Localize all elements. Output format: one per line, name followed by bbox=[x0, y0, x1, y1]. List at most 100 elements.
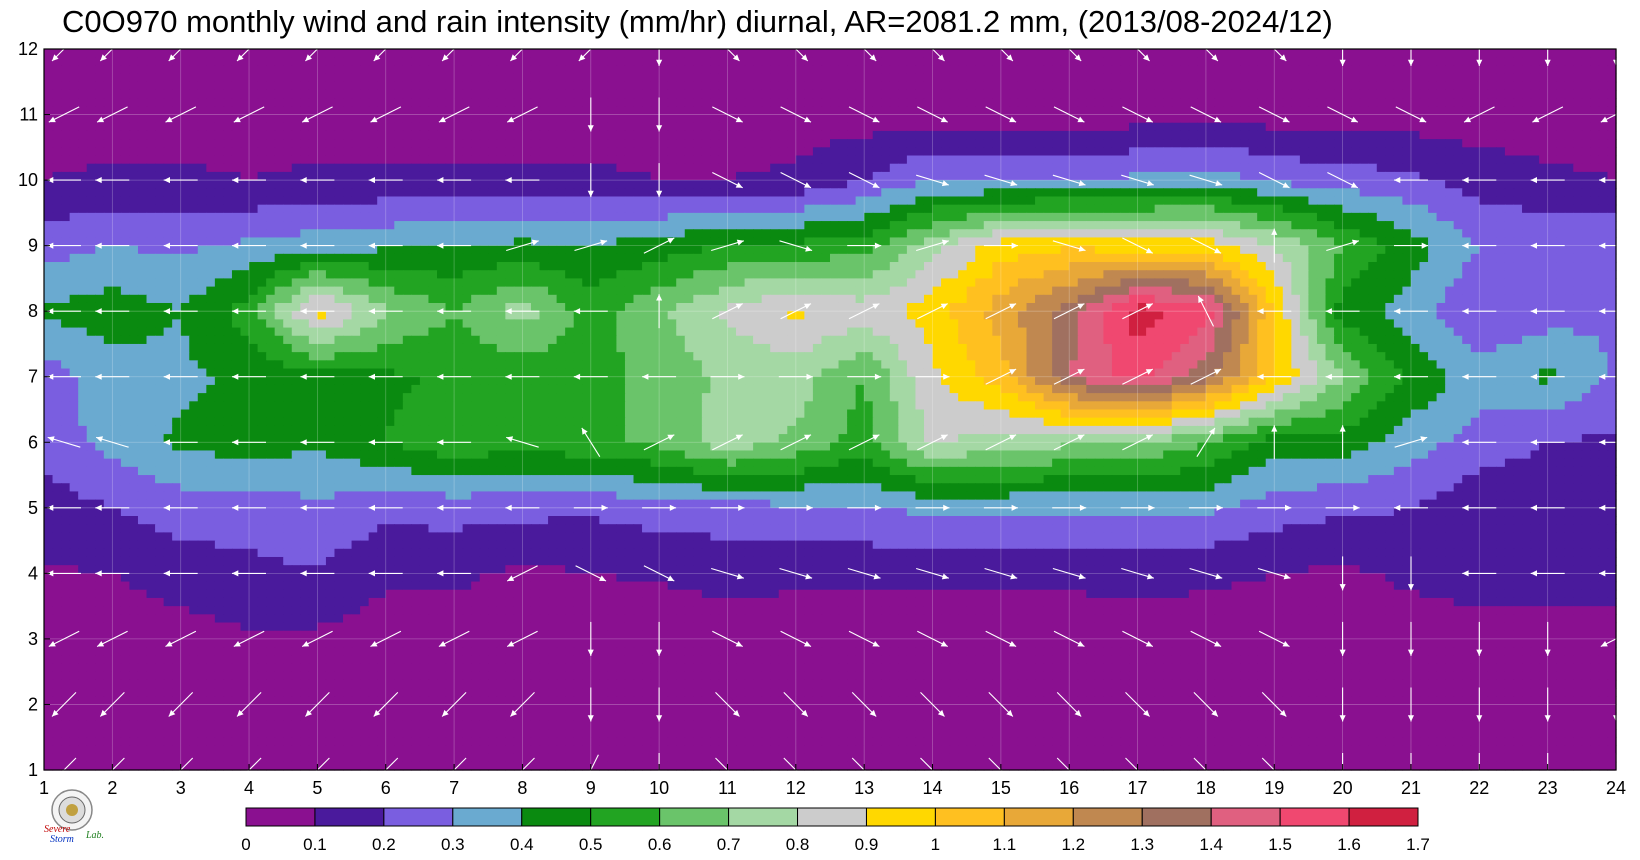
heatmap-cell bbox=[983, 114, 993, 124]
heatmap-cell bbox=[240, 65, 250, 75]
heatmap-cell bbox=[966, 114, 976, 124]
heatmap-cell bbox=[1043, 245, 1053, 255]
heatmap-cell bbox=[684, 163, 694, 173]
heatmap-cell bbox=[1171, 73, 1181, 83]
heatmap-cell bbox=[1248, 253, 1258, 263]
heatmap-cell bbox=[69, 229, 79, 239]
heatmap-cell bbox=[1077, 237, 1087, 247]
heatmap-cell bbox=[872, 196, 882, 206]
heatmap-cell bbox=[69, 212, 79, 222]
heatmap-cell bbox=[1325, 171, 1335, 181]
heatmap-cell bbox=[197, 188, 207, 198]
heatmap-cell bbox=[1487, 221, 1497, 230]
heatmap-cell bbox=[710, 196, 720, 206]
heatmap-cell bbox=[958, 81, 968, 91]
heatmap-cell bbox=[428, 73, 438, 83]
heatmap-cell bbox=[1496, 221, 1506, 230]
heatmap-cell bbox=[505, 245, 515, 255]
heatmap-cell bbox=[1000, 57, 1011, 66]
heatmap-cell bbox=[1385, 188, 1395, 198]
heatmap-cell bbox=[1316, 65, 1327, 75]
heatmap-cell bbox=[1539, 106, 1549, 116]
heatmap-cell bbox=[78, 253, 88, 263]
heatmap-cell bbox=[1077, 188, 1087, 198]
heatmap-cell bbox=[1274, 237, 1284, 247]
heatmap-cell bbox=[1171, 89, 1181, 99]
heatmap-cell bbox=[351, 262, 361, 271]
heatmap-cell bbox=[274, 57, 284, 66]
heatmap-cell bbox=[334, 73, 344, 83]
heatmap-cell bbox=[112, 188, 122, 198]
heatmap-cell bbox=[607, 98, 618, 107]
heatmap-cell bbox=[1607, 237, 1617, 247]
heatmap-cell bbox=[505, 130, 515, 140]
heatmap-cell bbox=[189, 49, 199, 58]
heatmap-cell bbox=[1436, 245, 1446, 255]
heatmap-cell bbox=[1590, 196, 1600, 206]
heatmap-cell bbox=[1282, 57, 1292, 66]
heatmap-cell bbox=[1419, 65, 1429, 75]
heatmap-cell bbox=[180, 245, 190, 255]
heatmap-cell bbox=[642, 89, 652, 99]
heatmap-cell bbox=[650, 98, 660, 107]
heatmap-cell bbox=[129, 204, 139, 214]
heatmap-cell bbox=[1052, 114, 1062, 124]
heatmap-cell bbox=[573, 81, 583, 91]
heatmap-cell bbox=[1607, 163, 1617, 173]
heatmap-cell bbox=[573, 171, 583, 181]
heatmap-cell bbox=[607, 196, 618, 206]
heatmap-cell bbox=[385, 237, 395, 247]
heatmap-cell bbox=[1111, 188, 1122, 198]
heatmap-cell bbox=[1299, 188, 1310, 198]
heatmap-cell bbox=[1111, 106, 1122, 116]
heatmap-cell bbox=[419, 229, 430, 239]
heatmap-cell bbox=[1564, 98, 1574, 107]
heatmap-cell bbox=[1462, 81, 1472, 91]
heatmap-cell bbox=[787, 98, 797, 107]
heatmap-cell bbox=[1402, 188, 1412, 198]
heatmap-cell bbox=[770, 106, 780, 116]
heatmap-cell bbox=[471, 147, 481, 157]
heatmap-cell bbox=[838, 147, 848, 157]
heatmap-cell bbox=[1462, 237, 1472, 247]
heatmap-cell bbox=[1086, 155, 1096, 165]
heatmap-cell bbox=[343, 204, 353, 214]
heatmap-cell bbox=[1000, 212, 1011, 222]
heatmap-cell bbox=[633, 245, 643, 255]
heatmap-cell bbox=[1248, 262, 1258, 271]
heatmap-cell bbox=[787, 171, 797, 181]
heatmap-cell bbox=[923, 245, 934, 255]
heatmap-cell bbox=[684, 147, 694, 157]
heatmap-cell bbox=[1000, 65, 1011, 75]
heatmap-cell bbox=[69, 73, 79, 83]
heatmap-cell bbox=[565, 196, 575, 206]
heatmap-cell bbox=[1487, 180, 1497, 189]
heatmap-cell bbox=[1180, 49, 1190, 58]
heatmap-cell bbox=[402, 196, 412, 206]
heatmap-cell bbox=[1111, 89, 1122, 99]
heatmap-cell bbox=[821, 130, 831, 140]
heatmap-cell bbox=[1556, 114, 1566, 124]
heatmap-cell bbox=[163, 65, 173, 75]
heatmap-cell bbox=[291, 196, 301, 206]
heatmap-cell bbox=[522, 122, 532, 132]
heatmap-cell bbox=[795, 212, 805, 222]
heatmap-cell bbox=[710, 171, 720, 181]
heatmap-cell bbox=[300, 196, 310, 206]
heatmap-cell bbox=[1530, 65, 1540, 75]
heatmap-cell bbox=[1462, 49, 1472, 58]
heatmap-cell bbox=[624, 262, 635, 271]
heatmap-cell bbox=[155, 245, 165, 255]
heatmap-cell bbox=[61, 237, 71, 247]
heatmap-cell bbox=[496, 188, 506, 198]
heatmap-cell bbox=[1504, 106, 1515, 116]
heatmap-cell bbox=[180, 196, 190, 206]
heatmap-cell bbox=[642, 106, 652, 116]
heatmap-cell bbox=[941, 57, 951, 66]
heatmap-cell bbox=[548, 57, 558, 66]
heatmap-cell bbox=[1069, 262, 1079, 271]
heatmap-cell bbox=[496, 196, 506, 206]
heatmap-cell bbox=[274, 106, 284, 116]
heatmap-cell bbox=[642, 57, 652, 66]
heatmap-cell bbox=[445, 253, 455, 263]
